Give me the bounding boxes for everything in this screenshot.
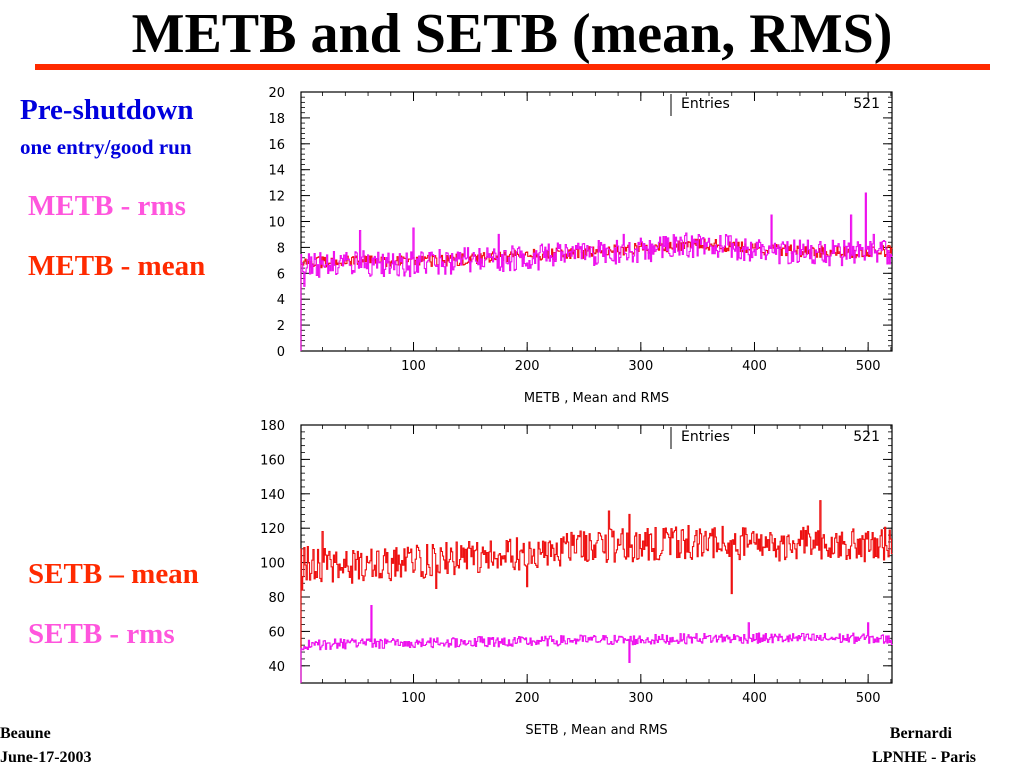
x-tick-label: 100	[401, 359, 426, 374]
y-tick-label: 2	[277, 319, 285, 334]
x-tick-label: 300	[628, 359, 653, 374]
series-line-mean	[300, 500, 893, 683]
pre-shutdown-label: Pre-shutdown	[20, 94, 194, 126]
y-tick-label: 80	[268, 591, 285, 606]
y-tick-label: 60	[268, 625, 285, 640]
footer-date: June-17-2003	[0, 749, 92, 766]
y-tick-label: 18	[268, 112, 285, 127]
x-axis-label: METB , Mean and RMS	[524, 391, 669, 406]
y-tick-label: 10	[268, 216, 285, 231]
y-tick-label: 180	[260, 419, 285, 434]
y-tick-label: 4	[277, 293, 285, 308]
y-tick-label: 14	[268, 164, 285, 179]
y-tick-label: 160	[260, 453, 285, 468]
y-tick-label: 20	[268, 86, 285, 101]
plot-frame	[300, 424, 893, 684]
x-tick-label: 400	[742, 359, 767, 374]
x-tick-label: 200	[515, 359, 540, 374]
x-tick-label: 400	[742, 691, 767, 706]
y-tick-label: 16	[268, 138, 285, 153]
title-rule	[35, 64, 990, 70]
y-tick-label: 140	[260, 488, 285, 503]
y-tick-label: 100	[260, 557, 285, 572]
footer-location: Beaune	[0, 725, 51, 742]
slide-title: METB and SETB (mean, RMS)	[131, 3, 893, 65]
y-tick-label: 8	[277, 241, 285, 256]
stats-entries-label: Entries	[681, 96, 730, 112]
x-tick-label: 500	[856, 359, 881, 374]
y-tick-label: 120	[260, 522, 285, 537]
y-tick-label: 12	[268, 190, 285, 205]
x-tick-label: 100	[401, 691, 426, 706]
footer-affiliation: LPNHE - Paris	[872, 749, 976, 766]
stats-entries-value: 521	[853, 429, 880, 445]
series-line-rms	[300, 192, 893, 351]
footer-author: Bernardi	[889, 725, 952, 742]
y-tick-label: 40	[268, 660, 285, 675]
y-tick-label: 0	[277, 345, 285, 360]
x-tick-label: 500	[856, 691, 881, 706]
y-tick-label: 6	[277, 267, 285, 282]
stats-entries-value: 521	[853, 96, 880, 112]
x-tick-label: 300	[628, 691, 653, 706]
setb-rms-label: SETB - rms	[28, 618, 175, 650]
metb-mean-label: METB - mean	[28, 250, 206, 282]
setb-mean-label: SETB – mean	[28, 558, 199, 590]
metb-rms-label: METB - rms	[28, 190, 186, 222]
x-axis-label: SETB , Mean and RMS	[525, 723, 667, 738]
one-entry-label: one entry/good run	[20, 135, 192, 159]
series-line-rms	[300, 605, 893, 683]
x-tick-label: 200	[515, 691, 540, 706]
stats-entries-label: Entries	[681, 429, 730, 445]
